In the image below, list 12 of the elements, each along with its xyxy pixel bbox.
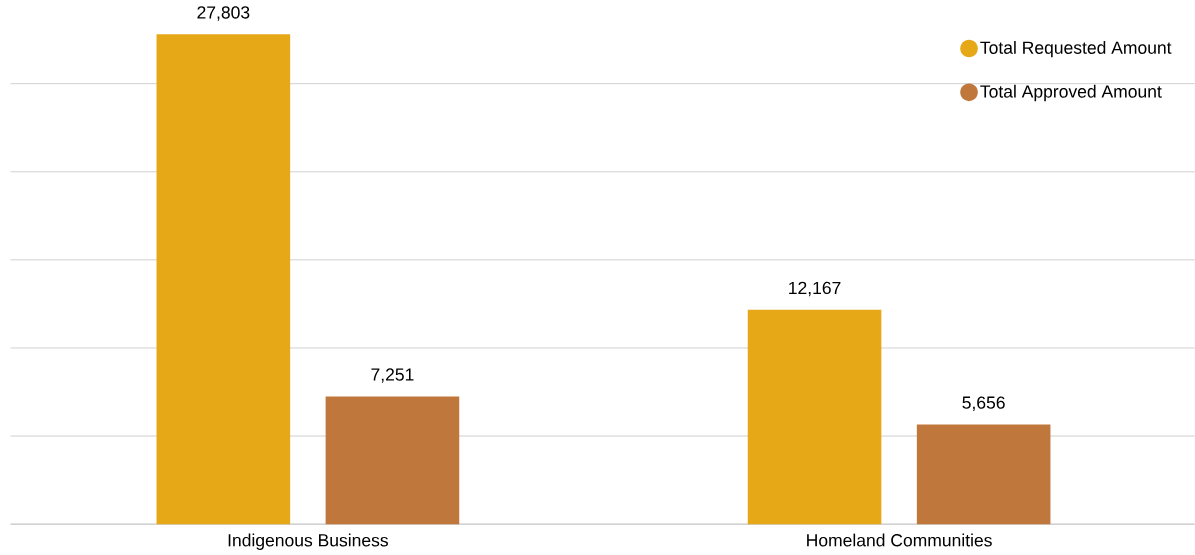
x-tick-label: Homeland Communities [807,533,992,547]
bar [156,34,291,525]
legend-label: Total Approved Amount [980,84,1162,102]
bar [325,396,460,525]
bar [747,309,882,525]
bar [916,424,1051,525]
data-label: 27,803 [197,6,250,21]
legend-label: Total Requested Amount [980,40,1172,58]
data-label: 12,167 [789,281,841,297]
data-label: 5,656 [962,396,1005,411]
x-tick-label: Indigenous Business [228,533,388,550]
data-label: 7,251 [371,368,414,383]
